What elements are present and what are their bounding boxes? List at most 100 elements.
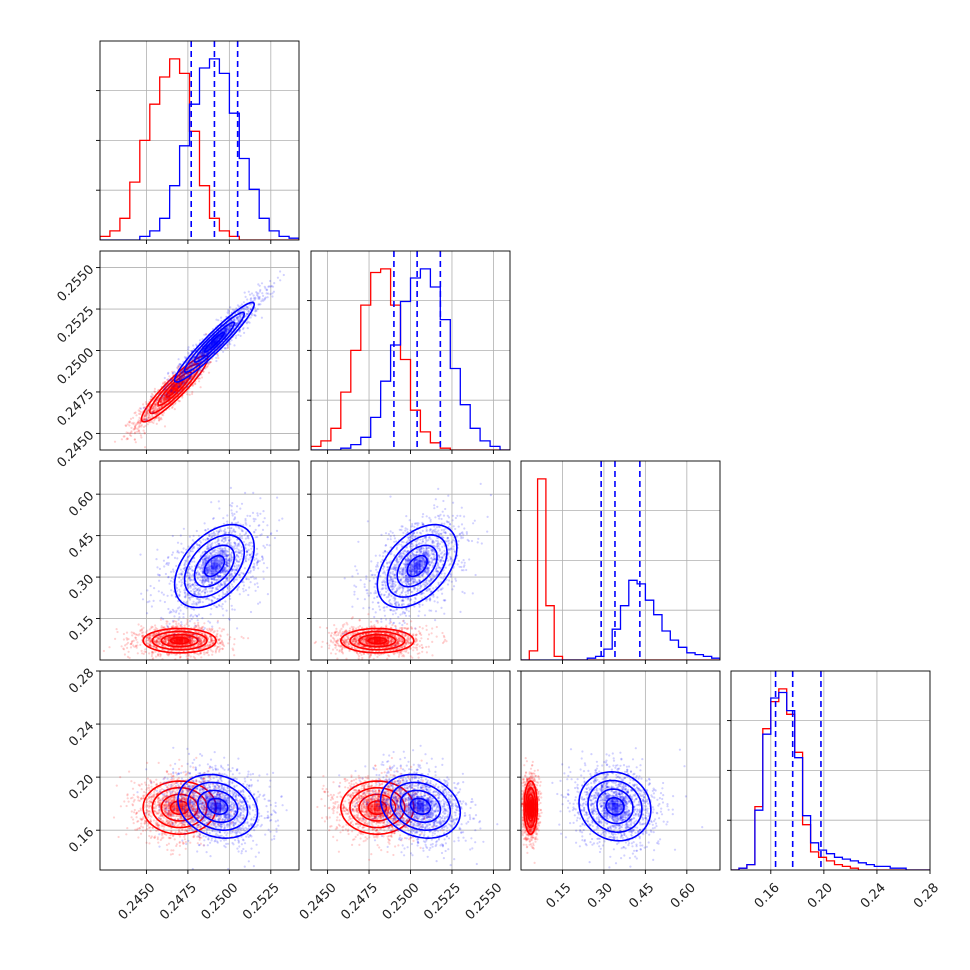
scatter-point	[162, 397, 165, 400]
scatter-point	[158, 643, 162, 646]
scatter-point	[155, 422, 158, 425]
scatter-point	[138, 412, 141, 415]
scatter-point	[181, 570, 184, 573]
scatter-point	[225, 329, 228, 332]
scatter-point	[237, 315, 240, 319]
scatter-point	[238, 329, 241, 333]
scatter-point	[159, 400, 162, 403]
scatter-point	[201, 352, 204, 356]
scatter-point	[120, 645, 123, 648]
scatter-point	[155, 408, 158, 411]
density-block	[213, 335, 221, 343]
scatter-point	[159, 653, 163, 656]
scatter-point	[237, 318, 240, 321]
scatter-point	[154, 405, 157, 408]
scatter-point	[176, 383, 179, 386]
scatter-point	[233, 608, 236, 611]
scatter-point	[245, 321, 248, 324]
scatter-point	[177, 386, 180, 389]
scatter-point	[157, 631, 160, 635]
scatter-point	[215, 359, 218, 363]
scatter-point	[234, 324, 237, 327]
scatter-point	[157, 635, 160, 639]
scatter-point	[178, 606, 181, 609]
scatter-point	[167, 625, 170, 628]
scatter-point	[146, 412, 149, 415]
scatter-point	[138, 419, 142, 422]
scatter-point	[152, 599, 155, 603]
scatter-point	[153, 419, 156, 422]
scatter-point	[197, 621, 200, 624]
scatter-point	[216, 354, 219, 357]
scatter-point	[177, 383, 180, 386]
scatter-point	[178, 363, 181, 366]
density-block	[171, 385, 178, 392]
scatter-point	[191, 361, 194, 365]
scatter-point	[245, 308, 248, 311]
scatter-point	[249, 299, 253, 302]
scatter-point	[234, 324, 237, 327]
scatter-point	[179, 655, 182, 659]
scatter-point	[263, 298, 266, 301]
scatter-point	[209, 635, 212, 638]
scatter-point	[190, 362, 194, 365]
scatter-point	[176, 629, 179, 632]
scatter-point	[138, 424, 141, 427]
scatter-point	[192, 356, 195, 359]
histogram-panel-0	[96, 40, 300, 241]
scatter-point	[151, 410, 154, 413]
scatter-point	[224, 328, 227, 331]
scatter-point	[154, 403, 157, 406]
scatter-point	[193, 622, 196, 625]
scatter-point	[249, 303, 253, 306]
scatter-point	[226, 327, 229, 330]
scatter-point	[191, 633, 194, 636]
scatter-point	[226, 520, 229, 523]
scatter-point	[132, 631, 135, 635]
scatter-point	[216, 646, 219, 649]
scatter-point	[190, 371, 193, 374]
scatter-point	[173, 391, 176, 394]
scatter-point	[190, 366, 193, 369]
scatter-point	[157, 653, 160, 657]
scatter-point	[209, 361, 212, 364]
scatter-point	[166, 383, 169, 386]
scatter-point	[144, 408, 147, 411]
scatter-point	[158, 636, 162, 639]
scatter-point	[177, 385, 180, 388]
scatter-point	[227, 327, 230, 330]
scatter-point	[189, 361, 192, 364]
scatter-point	[169, 642, 172, 645]
scatter-point	[163, 396, 166, 399]
scatter-point	[226, 330, 229, 333]
scatter-point	[160, 418, 163, 421]
scatter-point	[236, 316, 239, 319]
scatter-point	[144, 417, 147, 420]
scatter-point	[177, 377, 180, 380]
scatter-point	[247, 637, 250, 640]
scatter-point	[199, 353, 202, 356]
scatter-point	[197, 357, 200, 360]
scatter-point	[200, 351, 203, 354]
scatter-point	[160, 401, 163, 404]
density-block	[208, 341, 216, 348]
scatter-point	[245, 306, 248, 309]
scatter-point	[263, 517, 266, 520]
scatter-point	[231, 514, 234, 517]
scatter-point	[219, 647, 222, 650]
scatter-point	[134, 425, 137, 428]
scatter-point	[240, 313, 243, 316]
scatter-point	[203, 640, 206, 643]
scatter-point	[164, 641, 167, 644]
scatter-point	[163, 388, 166, 391]
density-block	[169, 386, 176, 393]
scatter-point	[201, 642, 204, 645]
scatter-point	[144, 424, 147, 427]
scatter-point	[217, 356, 220, 360]
scatter-point	[200, 627, 203, 630]
density-block	[211, 338, 218, 345]
scatter-point	[166, 397, 169, 400]
scatter-point	[198, 339, 202, 342]
scatter-point	[246, 312, 249, 315]
scatter-point	[138, 431, 141, 434]
